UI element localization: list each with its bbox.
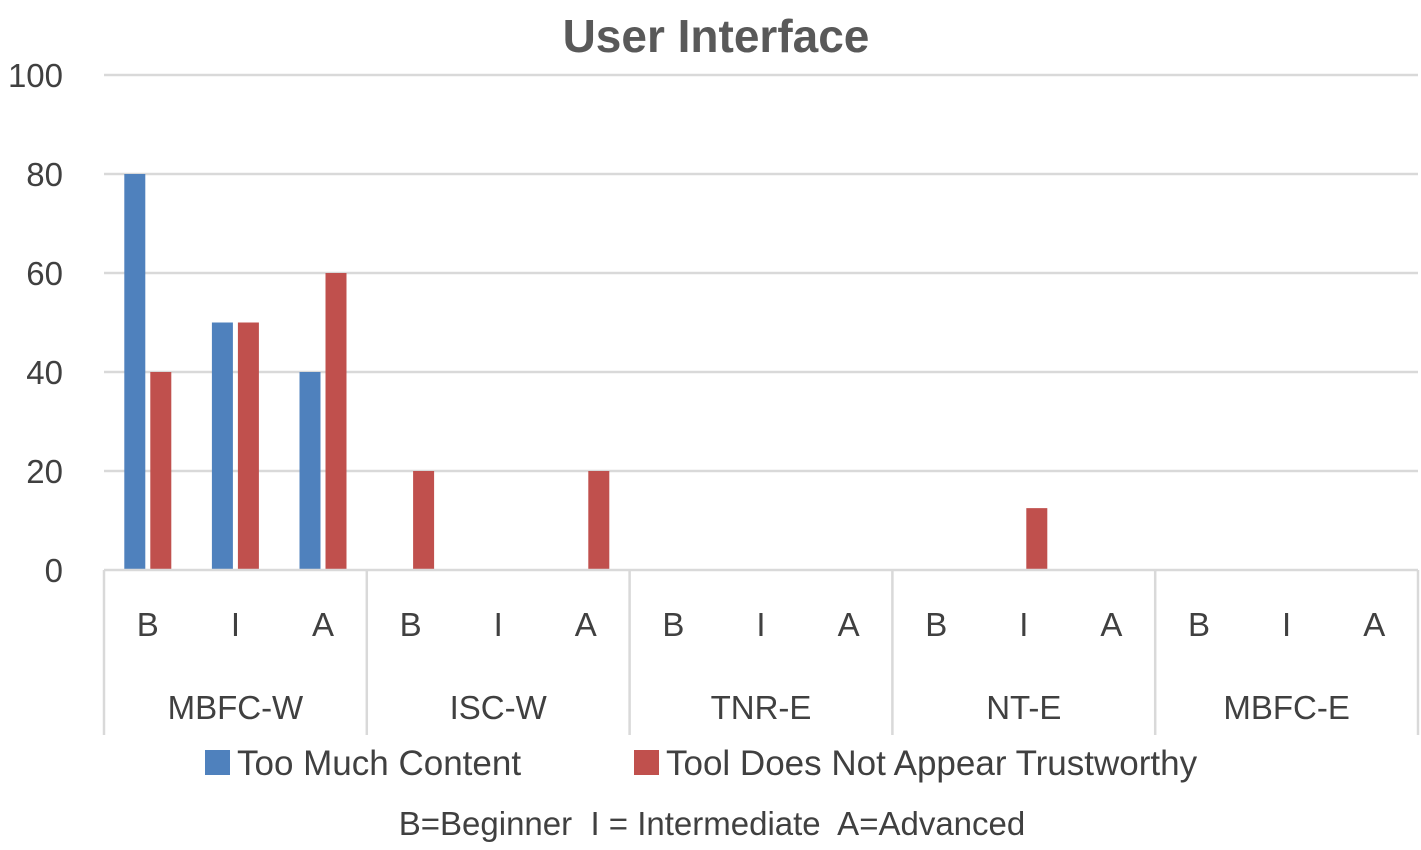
x-tick-label: I: [756, 606, 765, 643]
group-label: MBFC-E: [1223, 689, 1350, 726]
y-tick-label: 80: [26, 156, 63, 193]
bar: [588, 471, 610, 570]
group-label: NT-E: [986, 689, 1061, 726]
bar: [211, 322, 233, 570]
x-tick-label: B: [1188, 606, 1210, 643]
x-tick-label: B: [662, 606, 684, 643]
legend-swatch: [634, 750, 659, 775]
bar: [150, 372, 172, 570]
gridlines: [104, 73, 1418, 473]
legend-label: Tool Does Not Appear Trustworthy: [666, 744, 1198, 783]
bar: [413, 471, 435, 570]
chart-title: User Interface: [563, 10, 870, 62]
level-footnote: B=Beginner I = Intermediate A=Advanced: [399, 805, 1026, 842]
y-tick-label: 0: [45, 552, 63, 589]
x-tick-label: A: [1363, 606, 1385, 643]
legend-label: Too Much Content: [237, 744, 521, 783]
x-tick-label: B: [400, 606, 422, 643]
y-axis-tick-labels: 0 20 40 60 80 100: [8, 57, 63, 589]
bar: [237, 322, 259, 570]
x-tick-label: I: [494, 606, 503, 643]
legend-swatch: [205, 750, 230, 775]
bars: [124, 174, 1048, 570]
x-tick-label: B: [925, 606, 947, 643]
x-tick-label: I: [1282, 606, 1291, 643]
group-label: MBFC-W: [168, 689, 304, 726]
y-tick-label: 40: [26, 354, 63, 391]
x-axis: B I A MBFC-W B I A ISC-W B I A TNR-E B I A NT-E B I A MBFC-…: [102, 568, 1420, 735]
x-tick-label: A: [575, 606, 597, 643]
y-tick-label: 60: [26, 255, 63, 292]
group-label: ISC-W: [450, 689, 548, 726]
x-tick-label: B: [137, 606, 159, 643]
bar: [299, 372, 321, 570]
bar: [1026, 508, 1048, 570]
group-label: TNR-E: [711, 689, 812, 726]
y-tick-label: 100: [8, 57, 63, 94]
x-tick-label: I: [231, 606, 240, 643]
x-tick-label: A: [838, 606, 860, 643]
legend: Too Much Content Tool Does Not Appear Tru…: [205, 744, 1198, 783]
x-tick-label: A: [312, 606, 334, 643]
bar: [124, 174, 146, 570]
y-tick-label: 20: [26, 453, 63, 490]
x-tick-label: A: [1100, 606, 1122, 643]
bar: [325, 273, 347, 570]
x-tick-label: I: [1019, 606, 1028, 643]
